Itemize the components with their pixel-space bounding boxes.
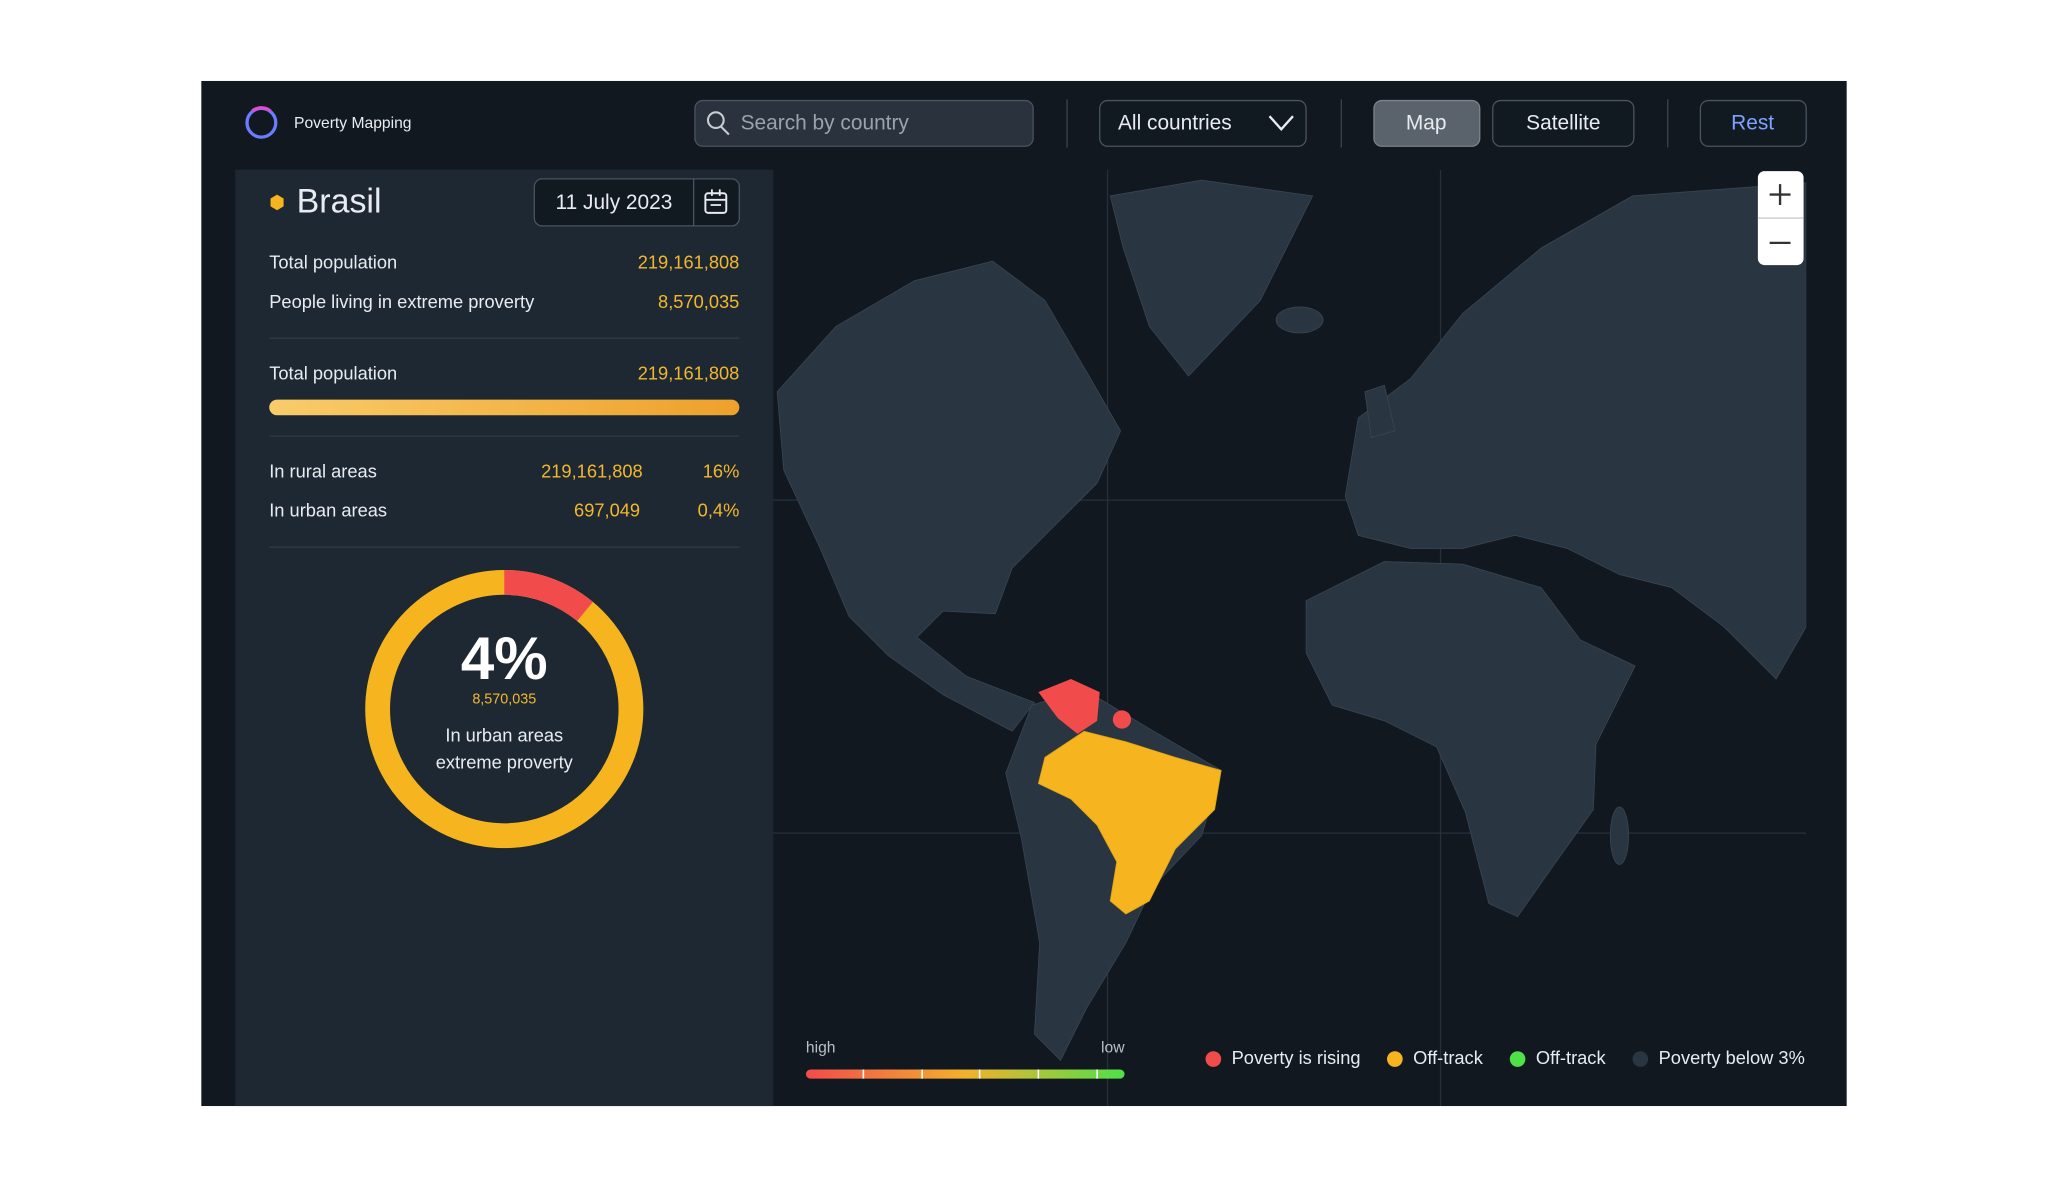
venezuela[interactable] [1038, 679, 1100, 734]
row-label: Total population [269, 252, 397, 273]
uk [1364, 384, 1396, 438]
satellite-button[interactable] [1492, 99, 1635, 147]
africa [1305, 561, 1636, 918]
scale-low: low [1101, 1040, 1125, 1057]
scale-high: high [806, 1040, 836, 1057]
search-box[interactable] [694, 99, 1034, 147]
dropdown-chevron [1268, 115, 1294, 132]
scale-bar [805, 1069, 1125, 1079]
guyana[interactable] [1112, 710, 1132, 729]
search-icon [706, 111, 725, 130]
iceland [1275, 306, 1324, 334]
zoom-in[interactable] [1769, 184, 1791, 206]
eurasia [1344, 182, 1807, 680]
donut [365, 569, 644, 849]
legend-dot [1632, 1051, 1649, 1067]
donut-caption: In urban areas [445, 724, 563, 745]
row-value: 8,570,035 [658, 291, 739, 312]
row-value: 219,161,808 [541, 461, 643, 482]
logo-accent [251, 106, 272, 113]
dropdown-label: All countries [1118, 112, 1232, 135]
row-label: Total population [269, 363, 397, 384]
calendar-icon [704, 192, 728, 214]
row-share: 16% [703, 461, 740, 482]
map-button-label: Map [1406, 112, 1447, 135]
reset-button-label: Rest [1731, 112, 1774, 135]
row-label: In rural areas [269, 461, 377, 482]
date-label: 11 July 2023 [556, 191, 673, 214]
row-label: People living in extreme proverty [269, 291, 535, 312]
map[interactable] [773, 169, 1807, 1107]
legend-label: Poverty below 3% [1659, 1047, 1805, 1068]
info-panel [235, 169, 774, 1107]
search-placeholder: Search by country [741, 112, 910, 135]
population-bar [269, 399, 740, 416]
scale-ticks [862, 1069, 1098, 1079]
donut-percent: 4% [461, 625, 548, 692]
row-share: 0,4% [698, 500, 740, 521]
madagascar [1609, 806, 1629, 865]
donut-highlight [365, 569, 644, 849]
north-america [776, 260, 1122, 732]
status-dot [270, 194, 284, 211]
greenland [1109, 179, 1314, 377]
legend-dot [1205, 1051, 1222, 1067]
legend: Poverty is rising Off-track Off-track Pover… [1205, 1047, 1805, 1068]
row-value: 219,161,808 [638, 363, 740, 384]
row-label: In urban areas [269, 500, 387, 521]
legend-dot [1387, 1051, 1403, 1067]
map-button[interactable] [1373, 99, 1481, 147]
legend-dot [1509, 1051, 1526, 1067]
legend-label: Off-track [1536, 1047, 1607, 1068]
donut-count: 8,570,035 [472, 692, 536, 708]
reset-button[interactable] [1699, 99, 1807, 147]
date-picker[interactable] [533, 178, 740, 227]
legend-label: Poverty is rising [1232, 1047, 1361, 1068]
brazil[interactable] [1037, 730, 1222, 915]
donut-caption: extreme proverty [436, 752, 574, 773]
satellite-button-label: Satellite [1526, 112, 1600, 135]
calendar-icon [705, 189, 727, 206]
legend-label: Off-track [1413, 1047, 1484, 1068]
search-icon [720, 125, 730, 136]
row-value: 697,049 [574, 500, 640, 521]
country-name: Brasil [297, 183, 382, 221]
app-name: Poverty Mapping [294, 115, 411, 132]
country-dropdown[interactable] [1099, 99, 1307, 147]
row-value: 219,161,808 [638, 252, 740, 273]
